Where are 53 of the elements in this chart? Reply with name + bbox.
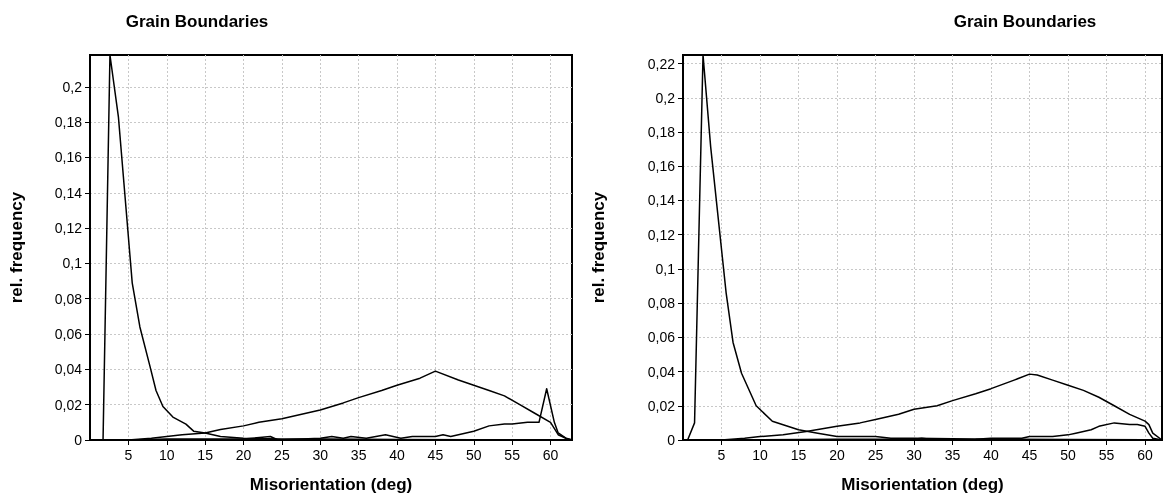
x-tick-label: 10 — [158, 447, 175, 463]
x-tick-label: 10 — [752, 447, 769, 463]
y-tick-label: 0,22 — [647, 55, 676, 72]
y-tick-label: 0,08 — [647, 295, 676, 312]
x-tick-label: 45 — [1021, 447, 1038, 463]
x-tick-label: 5 — [717, 447, 726, 463]
y-tick-label: 0,16 — [647, 158, 676, 175]
x-tick-label: 35 — [350, 447, 367, 463]
x-tick-label: 60 — [1137, 447, 1154, 463]
chart-title: Grain Boundaries — [953, 12, 1097, 31]
y-tick-label: 0,1 — [62, 255, 83, 272]
x-tick-label: 55 — [1098, 447, 1115, 463]
x-tick-label: 25 — [274, 447, 290, 463]
y-tick-label: 0,02 — [647, 397, 676, 414]
x-tick-label: 15 — [197, 447, 214, 463]
y-axis-title: rel. frequency — [589, 191, 608, 304]
x-tick-label: 20 — [235, 447, 252, 463]
chart-title: Grain Boundaries — [125, 12, 269, 31]
x-axis-title: Misorientation (deg) — [841, 475, 1004, 494]
y-tick-label: 0 — [667, 432, 676, 448]
x-tick-label: 55 — [504, 447, 521, 463]
x-tick-label: 50 — [465, 447, 482, 463]
y-tick-label: 0,04 — [647, 363, 676, 380]
y-tick-label: 0,12 — [54, 220, 83, 237]
y-tick-label: 0,16 — [54, 149, 83, 166]
y-tick-label: 0,06 — [647, 329, 676, 346]
y-tick-label: 0,12 — [647, 226, 676, 243]
y-tick-label: 0,2 — [655, 89, 676, 106]
y-tick-label: 0,04 — [54, 361, 83, 378]
x-tick-label: 5 — [124, 447, 133, 463]
x-tick-label: 15 — [790, 447, 807, 463]
x-tick-label: 30 — [312, 447, 329, 463]
y-tick-label: 0,14 — [647, 192, 676, 209]
x-tick-label: 35 — [944, 447, 961, 463]
x-tick-label: 50 — [1060, 447, 1077, 463]
x-tick-label: 40 — [983, 447, 1000, 463]
y-tick-label: 0,18 — [647, 124, 676, 140]
y-tick-label: 0,18 — [54, 114, 83, 131]
x-axis-title: Misorientation (deg) — [249, 475, 413, 494]
x-tick-label: 40 — [389, 447, 405, 463]
x-tick-label: 45 — [427, 447, 444, 463]
y-tick-label: 0,06 — [54, 326, 83, 343]
y-tick-label: 0,14 — [54, 184, 83, 201]
x-tick-label: 30 — [906, 447, 923, 463]
y-tick-label: 0,1 — [655, 260, 676, 277]
y-axis-title: rel. frequency — [7, 191, 26, 304]
y-tick-label: 0,2 — [62, 78, 83, 95]
x-tick-label: 25 — [867, 447, 884, 463]
y-tick-label: 0,08 — [54, 290, 83, 307]
x-tick-label: 20 — [829, 447, 846, 463]
x-tick-label: 60 — [542, 447, 559, 463]
y-tick-label: 0,02 — [54, 396, 83, 413]
y-tick-label: 0 — [74, 432, 83, 448]
